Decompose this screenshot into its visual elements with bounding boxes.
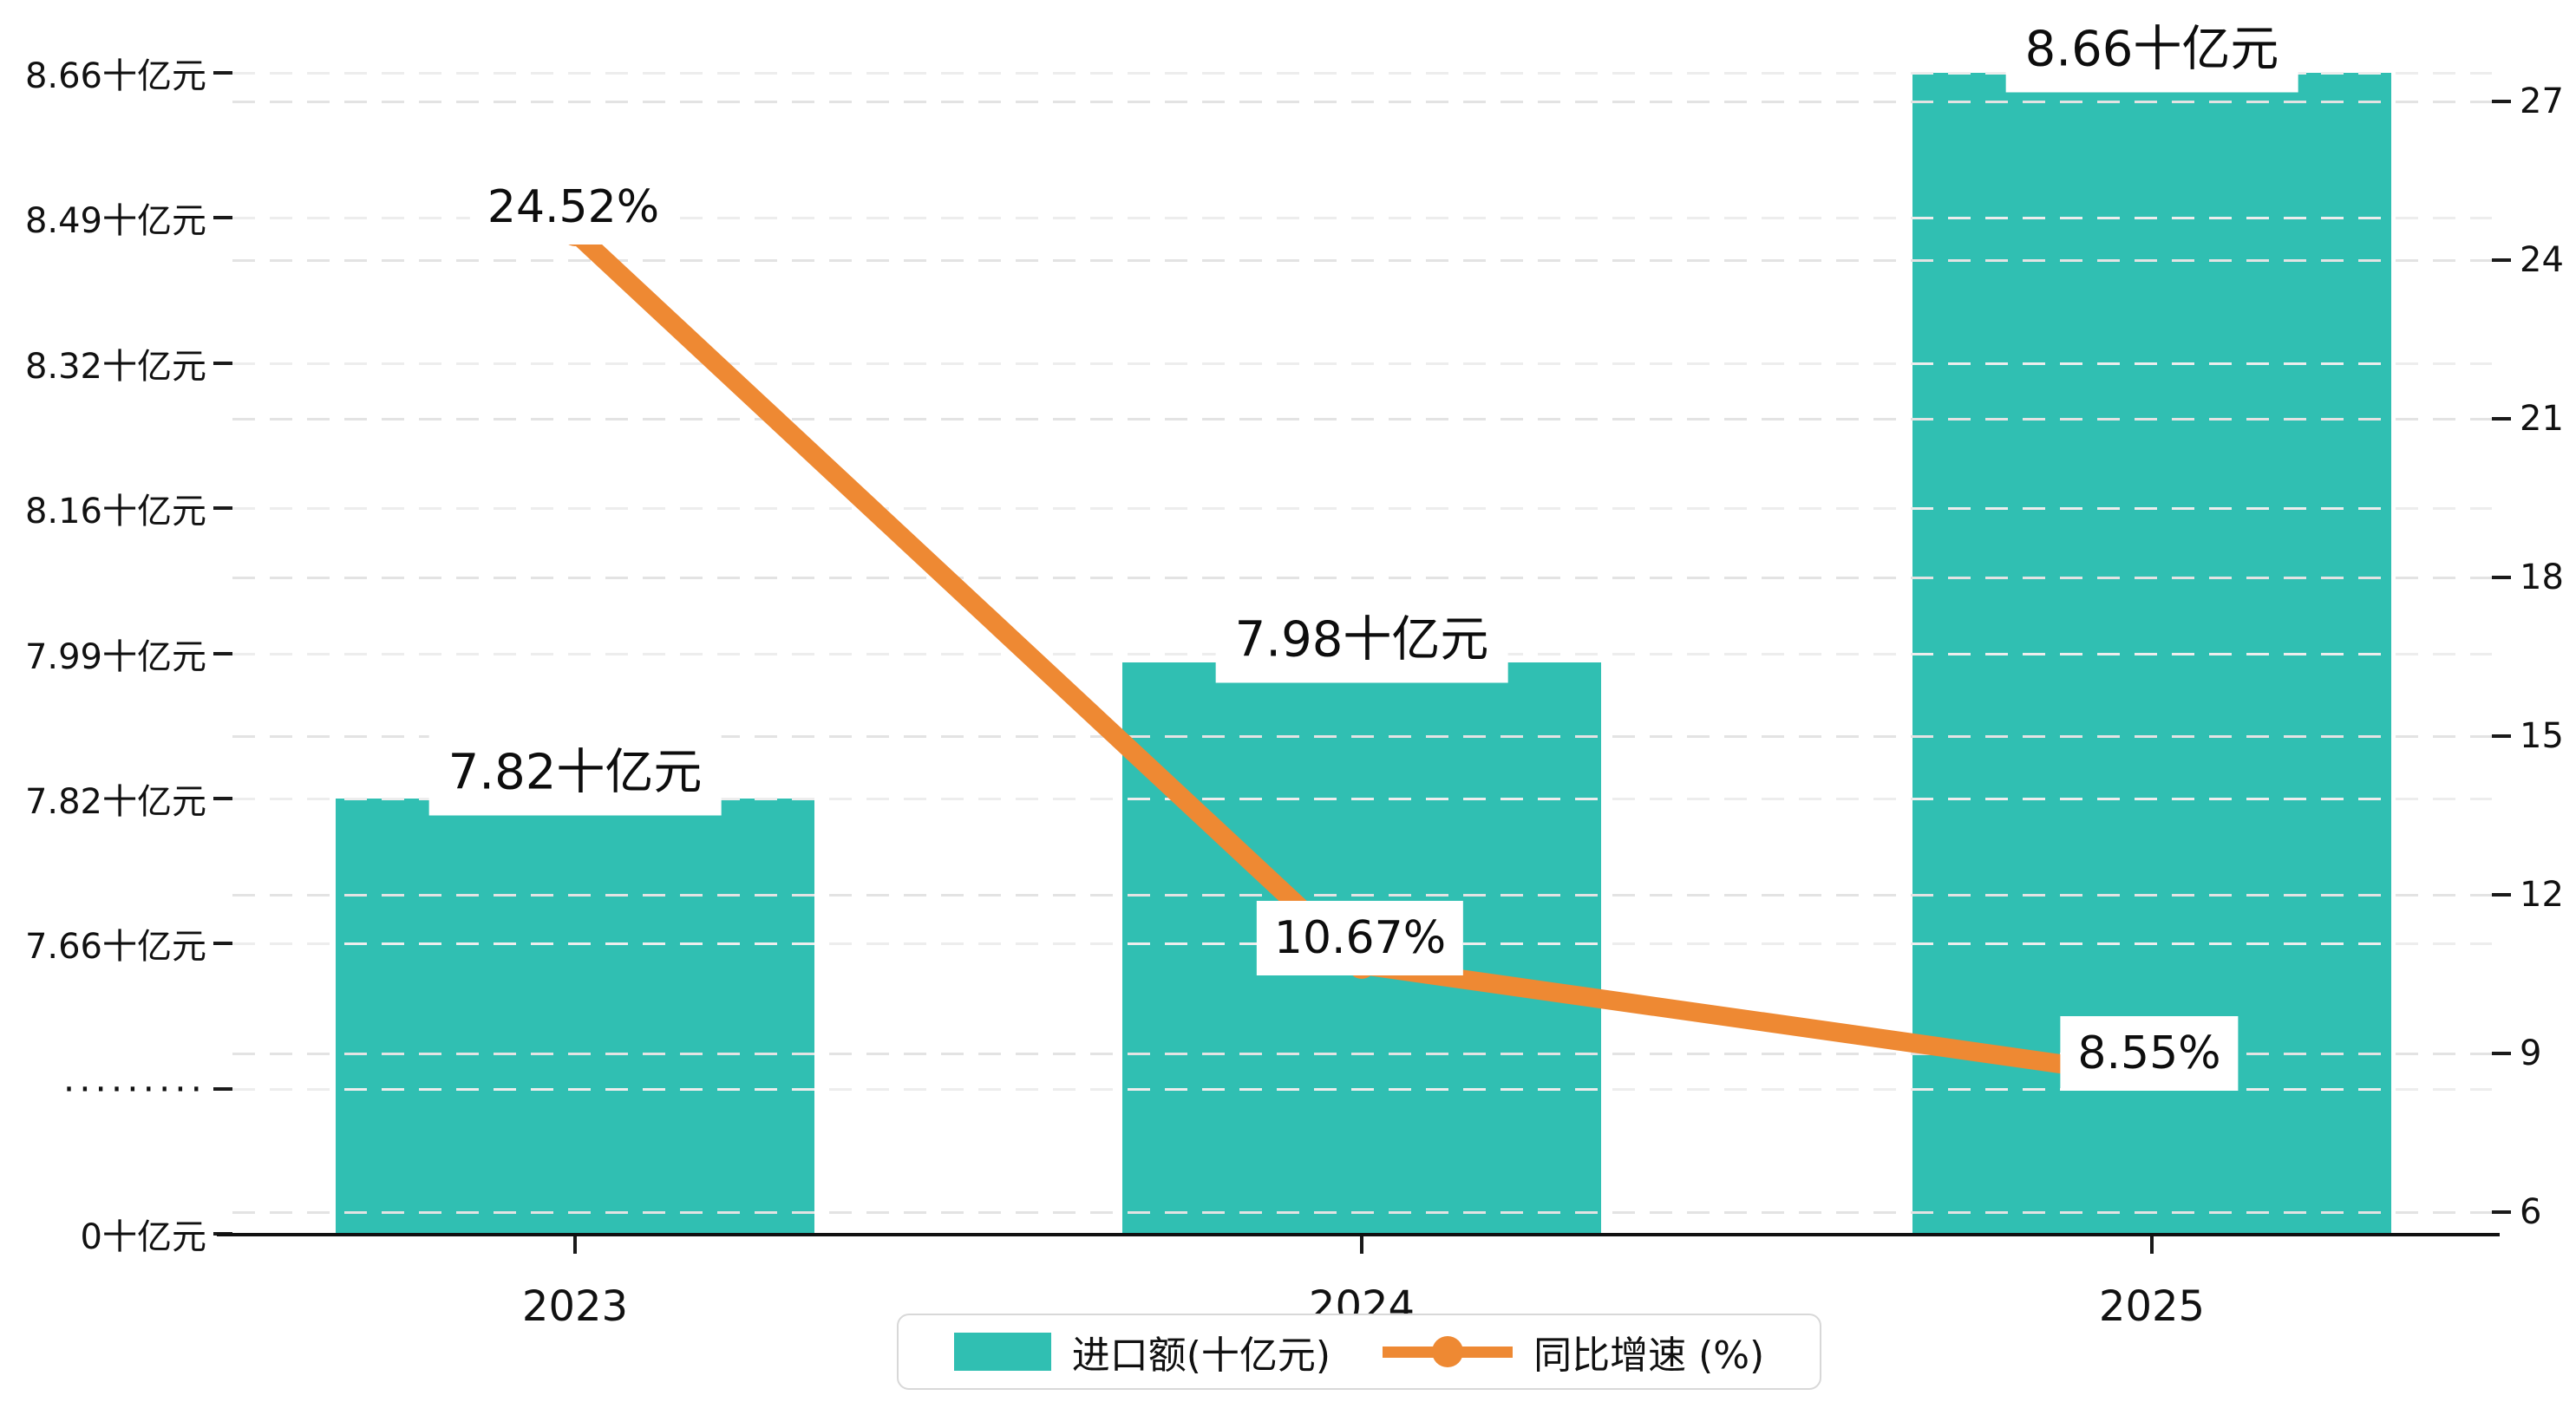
x-tick-mark-1 bbox=[1360, 1235, 1363, 1254]
gridline-right-4 bbox=[232, 577, 2492, 579]
gridline-right-6 bbox=[232, 259, 2492, 262]
gridline-right-0 bbox=[232, 1211, 2492, 1214]
right-tick-label-3: 15 bbox=[2520, 716, 2564, 756]
right-tick-mark-3 bbox=[2492, 734, 2511, 738]
left-tick-label-3: 7.82十亿元 bbox=[24, 782, 206, 822]
left-tick-label-7: 8.49十亿元 bbox=[24, 201, 206, 241]
left-tick-mark-2 bbox=[213, 942, 232, 945]
right-tick-mark-5 bbox=[2492, 417, 2511, 421]
right-tick-label-7: 27 bbox=[2520, 82, 2564, 121]
bar-value-label-2025: 8.66十亿元 bbox=[2005, 0, 2298, 93]
right-tick-label-5: 21 bbox=[2520, 399, 2564, 439]
left-tick-mark-3 bbox=[213, 797, 232, 800]
gridline-left-2 bbox=[232, 798, 2492, 800]
x-tick-mark-0 bbox=[573, 1235, 577, 1254]
legend-label-imports: 进口额(十亿元) bbox=[1071, 1333, 1331, 1378]
right-tick-label-2: 12 bbox=[2520, 875, 2564, 915]
right-tick-mark-2 bbox=[2492, 893, 2511, 897]
left-tick-mark-5 bbox=[213, 506, 232, 510]
gridline-left-4 bbox=[232, 507, 2492, 510]
bar-2023 bbox=[336, 799, 814, 1235]
left-tick-mark-6 bbox=[213, 362, 232, 365]
growth-value-label-2025: 8.55% bbox=[2060, 1016, 2239, 1091]
bar-value-label-2023: 7.82十亿元 bbox=[428, 721, 722, 816]
left-tick-label-1: ········· bbox=[62, 1067, 206, 1111]
left-tick-label-2: 7.66十亿元 bbox=[24, 927, 206, 967]
growth-value-label-2023: 24.52% bbox=[469, 170, 677, 245]
right-tick-label-0: 6 bbox=[2520, 1192, 2542, 1232]
left-tick-label-6: 8.32十亿元 bbox=[24, 347, 206, 387]
right-tick-label-1: 9 bbox=[2520, 1034, 2542, 1073]
growth-value-label-2024: 10.67% bbox=[1256, 901, 1464, 975]
right-tick-mark-7 bbox=[2492, 100, 2511, 103]
x-tick-label-2: 2025 bbox=[2098, 1282, 2206, 1331]
right-tick-label-4: 18 bbox=[2520, 558, 2564, 597]
legend: 进口额(十亿元) 同比增速 (%) bbox=[897, 1314, 1821, 1390]
left-tick-mark-7 bbox=[213, 216, 232, 219]
bar-value-label-2024: 7.98十亿元 bbox=[1215, 588, 1508, 683]
gridline-right-5 bbox=[232, 418, 2492, 421]
left-tick-mark-4 bbox=[213, 652, 232, 655]
right-tick-label-6: 24 bbox=[2520, 240, 2564, 280]
right-tick-mark-1 bbox=[2492, 1052, 2511, 1055]
gridline-left-5 bbox=[232, 362, 2492, 365]
x-axis-line bbox=[217, 1233, 2500, 1236]
right-tick-mark-4 bbox=[2492, 576, 2511, 579]
legend-item-imports: 进口额(十亿元) bbox=[953, 1324, 1331, 1379]
left-tick-mark-1 bbox=[213, 1087, 232, 1091]
gridline-left-6 bbox=[232, 217, 2492, 219]
gridline-right-2 bbox=[232, 894, 2492, 897]
left-tick-label-8: 8.66十亿元 bbox=[24, 56, 206, 96]
right-tick-mark-0 bbox=[2492, 1210, 2511, 1214]
line-series-marker-icon bbox=[1383, 1333, 1514, 1370]
legend-label-growth: 同比增速 (%) bbox=[1533, 1333, 1765, 1378]
right-tick-mark-6 bbox=[2492, 258, 2511, 262]
x-tick-mark-2 bbox=[2150, 1235, 2154, 1254]
left-tick-label-0: 0十亿元 bbox=[80, 1217, 206, 1257]
gridline-right-7 bbox=[232, 101, 2492, 103]
gridline-left-7 bbox=[232, 72, 2492, 75]
legend-item-growth: 同比增速 (%) bbox=[1383, 1324, 1764, 1379]
left-tick-label-4: 7.99十亿元 bbox=[24, 637, 206, 677]
bar-series-swatch-icon bbox=[953, 1333, 1051, 1371]
gridline-right-3 bbox=[232, 735, 2492, 738]
left-tick-mark-8 bbox=[213, 71, 232, 75]
gridline-left-0 bbox=[232, 1088, 2492, 1091]
left-tick-label-5: 8.16十亿元 bbox=[24, 492, 206, 531]
x-tick-label-0: 2023 bbox=[521, 1282, 629, 1331]
gridline-right-1 bbox=[232, 1053, 2492, 1055]
